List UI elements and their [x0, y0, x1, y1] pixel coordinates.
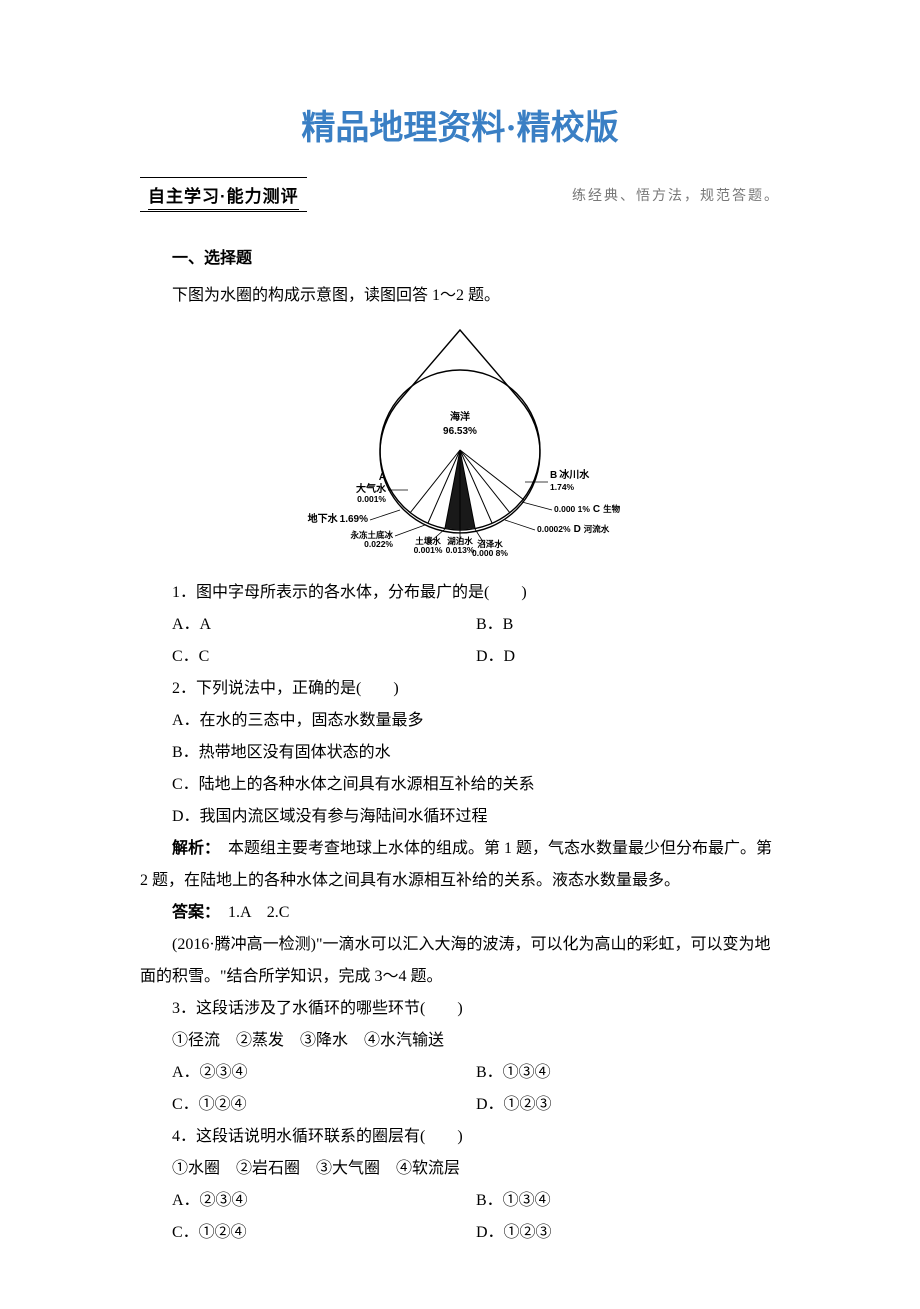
q1-opt-C: C．C [172, 641, 476, 673]
q3-options: A．②③④ B．①③④ C．①②④ D．①②③ [140, 1057, 780, 1121]
document-page: 精品地理资料·精校版 自主学习·能力测评 练经典、悟方法，规范答题。 一、选择题… [0, 0, 920, 1309]
explain-label: 解析： [172, 840, 212, 857]
q2-opt-B: B．热带地区没有固体状态的水 [172, 737, 780, 769]
q2-opt-C: C．陆地上的各种水体之间具有水源相互补给的关系 [172, 769, 780, 801]
q4-opt-D: D．①②③ [476, 1217, 780, 1249]
q2-opt-D: D．我国内流区域没有参与海陆间水循环过程 [172, 801, 780, 833]
diag-gw-name: 地下水1.69% [308, 512, 368, 525]
q2-stem: 2．下列说法中，正确的是( ) [140, 673, 780, 705]
q4-stem: 4．这段话说明水循环联系的圈层有( ) [140, 1121, 780, 1153]
diag-B-letter: B冰川水 [550, 468, 590, 481]
answer-label: 答案： [172, 904, 212, 921]
q4-options: A．②③④ B．①③④ C．①②④ D．①②③ [140, 1185, 780, 1249]
q3-opt-D: D．①②③ [476, 1089, 780, 1121]
diag-lake-pct: 0.013% [446, 545, 475, 555]
diag-A-pct: 0.001% [357, 494, 386, 504]
diag-C-line: 0.000 1%C生物水 [554, 504, 620, 515]
sub-header: 自主学习·能力测评 练经典、悟方法，规范答题。 [140, 177, 780, 212]
answer-12: 答案： 1.A 2.C [140, 897, 780, 929]
diagram-center-label-1: 海洋 [450, 410, 470, 423]
q2-options: A．在水的三态中，固态水数量最多 B．热带地区没有固体状态的水 C．陆地上的各种… [140, 705, 780, 833]
q4-opt-C: C．①②④ [172, 1217, 476, 1249]
q3-opt-C: C．①②④ [172, 1089, 476, 1121]
q3-opt-A: A．②③④ [172, 1057, 476, 1089]
q4-opt-A: A．②③④ [172, 1185, 476, 1217]
sub-header-left-box: 自主学习·能力测评 [140, 177, 307, 212]
q2-opt-A: A．在水的三态中，固态水数量最多 [172, 705, 780, 737]
section-title: 一、选择题 [140, 244, 780, 268]
explain-12: 解析： 本题组主要考查地球上水体的组成。第 1 题，气态水数量最少但分布最广。第… [140, 833, 780, 897]
q4-items: ①水圈 ②岩石圈 ③大气圈 ④软流层 [140, 1153, 780, 1185]
sub-header-left-text: 自主学习·能力测评 [148, 180, 299, 210]
diag-A-letter: A [379, 472, 386, 483]
main-title: 精品地理资料·精校版 [140, 100, 780, 149]
q1-opt-D: D．D [476, 641, 780, 673]
diag-swamp-pct: 0.000 8% [472, 548, 508, 558]
diagram-center-label-2: 96.53% [443, 426, 477, 437]
q1-options: A．A B．B C．C D．D [140, 609, 780, 673]
q1-opt-B: B．B [476, 609, 780, 641]
q3-opt-B: B．①③④ [476, 1057, 780, 1089]
explain-text: 本题组主要考查地球上水体的组成。第 1 题，气态水数量最少但分布最广。第 2 题… [140, 840, 772, 889]
water-sphere-diagram: 海洋 96.53% A 大气水 [140, 320, 780, 565]
diag-D-line: 0.0002%D河流水 [537, 524, 610, 535]
q3-items: ①径流 ②蒸发 ③降水 ④水汽输送 [140, 1025, 780, 1057]
q1-opt-A: A．A [172, 609, 476, 641]
intro-2: (2016·腾冲高一检测)"一滴水可以汇入大海的波涛，可以化为高山的彩虹，可以变… [140, 929, 780, 993]
sub-header-right-text: 练经典、悟方法，规范答题。 [572, 185, 780, 205]
q3-stem: 3．这段话涉及了水循环的哪些环节( ) [140, 993, 780, 1025]
answer-text: 1.A 2.C [212, 904, 289, 921]
diag-perm-pct: 0.022% [364, 539, 393, 549]
diag-soil-pct: 0.001% [414, 545, 443, 555]
diag-B-pct: 1.74% [550, 482, 575, 492]
q4-opt-B: B．①③④ [476, 1185, 780, 1217]
intro-1: 下图为水圈的构成示意图，读图回答 1～2 题。 [140, 280, 780, 312]
q1-stem: 1．图中字母所表示的各水体，分布最广的是( ) [140, 577, 780, 609]
